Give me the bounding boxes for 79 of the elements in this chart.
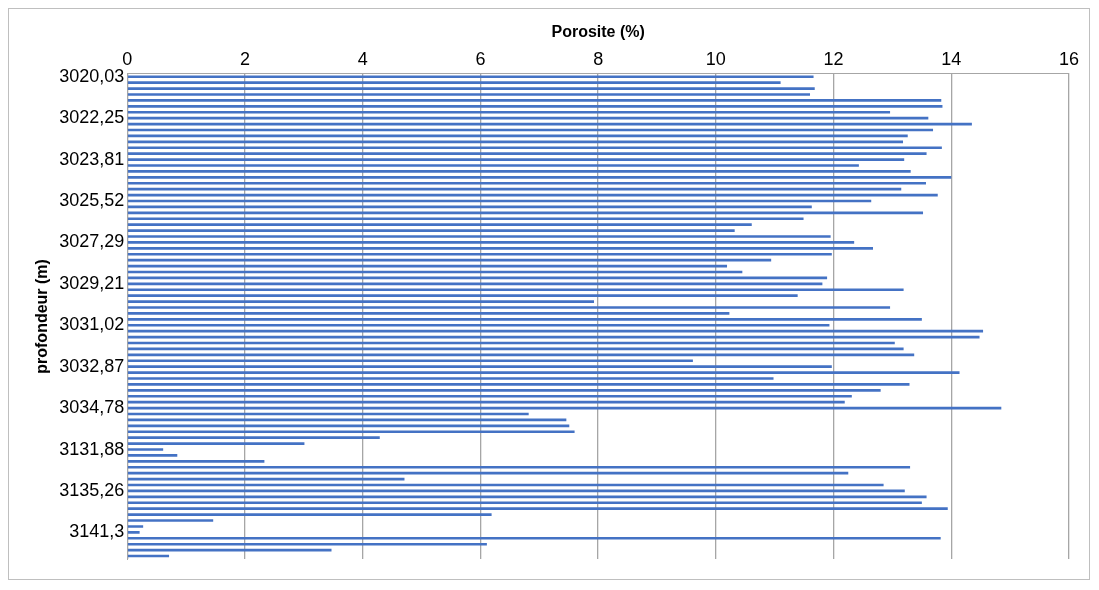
bar	[127, 442, 305, 445]
bar	[127, 110, 891, 114]
bar	[127, 400, 845, 404]
bar	[127, 247, 873, 250]
bar	[127, 187, 902, 191]
bar	[127, 146, 942, 150]
bar	[127, 501, 922, 505]
bar	[127, 87, 815, 90]
bar	[127, 519, 214, 522]
y-tick-label: 3034,78	[59, 397, 125, 418]
y-tick-label: 3022,25	[59, 107, 125, 128]
bar	[127, 252, 832, 256]
bar	[127, 158, 905, 161]
bar	[127, 235, 831, 238]
bar	[127, 329, 984, 333]
bar	[127, 536, 941, 540]
bar	[127, 99, 942, 102]
bar	[127, 471, 849, 475]
bar	[127, 288, 904, 292]
y-axis-title: profondeur (m)	[33, 259, 51, 374]
bar	[127, 371, 960, 374]
bar	[127, 164, 859, 167]
y-tick-label: 3020,03	[59, 65, 125, 86]
bar	[127, 116, 929, 120]
y-tick-label: 3131,88	[59, 438, 125, 459]
x-tick-label: 16	[1058, 48, 1080, 69]
y-tick-label: 3023,81	[59, 148, 125, 169]
bar	[127, 383, 910, 386]
bar	[127, 359, 693, 363]
bar	[127, 465, 911, 469]
y-tick-label: 3029,21	[59, 272, 125, 293]
bar	[127, 542, 487, 546]
bar	[127, 460, 265, 463]
x-tick-label: 4	[357, 48, 368, 69]
x-tick-label: 6	[475, 48, 486, 69]
bar	[127, 229, 735, 232]
x-tick-label: 14	[941, 48, 962, 69]
bar	[127, 454, 178, 457]
bar	[127, 377, 774, 380]
bar	[127, 241, 855, 244]
bar	[127, 105, 943, 108]
bar	[127, 170, 911, 173]
bar	[127, 217, 804, 221]
x-axis-title: Porosite (%)	[551, 23, 645, 41]
bar	[127, 152, 927, 156]
bar	[127, 394, 852, 398]
bar	[127, 513, 492, 516]
bar	[127, 294, 798, 298]
bar	[127, 181, 926, 185]
bar	[127, 430, 575, 434]
bar	[127, 436, 380, 440]
x-tick-label: 10	[705, 48, 726, 69]
bar	[127, 525, 144, 528]
bar	[127, 223, 752, 227]
y-tick-label: 3031,02	[59, 314, 125, 335]
bar	[127, 306, 891, 309]
x-tick-label: 2	[239, 48, 250, 69]
y-tick-label: 3025,52	[59, 189, 125, 210]
y-tick-label: 3135,26	[59, 479, 125, 500]
bar	[127, 81, 781, 85]
bar	[127, 312, 730, 315]
bar	[127, 318, 922, 321]
bar	[127, 365, 832, 369]
bar	[127, 93, 811, 96]
bar	[127, 75, 814, 79]
y-tick-label: 3027,29	[59, 231, 125, 252]
y-tick-label: 3141,3	[69, 521, 125, 542]
x-tick-label: 8	[593, 48, 604, 69]
x-tick-label: 12	[823, 48, 844, 69]
y-tick-label: 3032,87	[59, 355, 125, 376]
bar	[127, 531, 140, 534]
bar	[127, 300, 595, 303]
bar	[127, 389, 881, 392]
x-tick-label: 0	[122, 48, 133, 69]
bar	[127, 448, 164, 451]
bar	[127, 323, 830, 327]
bar	[127, 176, 952, 179]
bar	[127, 507, 948, 511]
bar	[127, 258, 772, 262]
